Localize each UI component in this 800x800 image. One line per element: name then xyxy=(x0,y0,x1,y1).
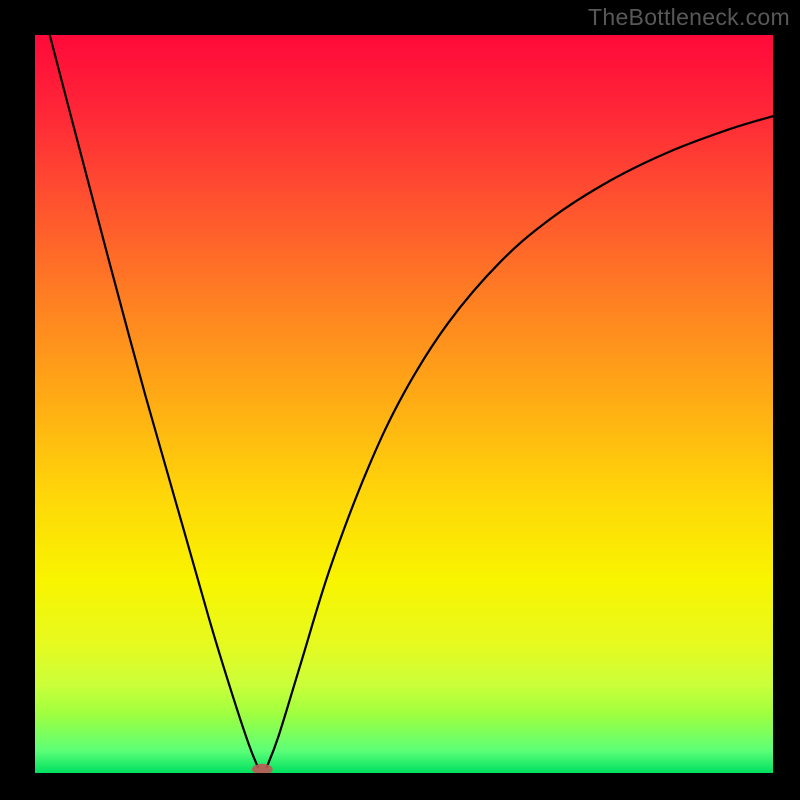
plot-area xyxy=(35,35,773,773)
watermark-text: TheBottleneck.com xyxy=(588,4,790,31)
chart-container: TheBottleneck.com xyxy=(0,0,800,800)
gradient-background xyxy=(35,35,773,773)
